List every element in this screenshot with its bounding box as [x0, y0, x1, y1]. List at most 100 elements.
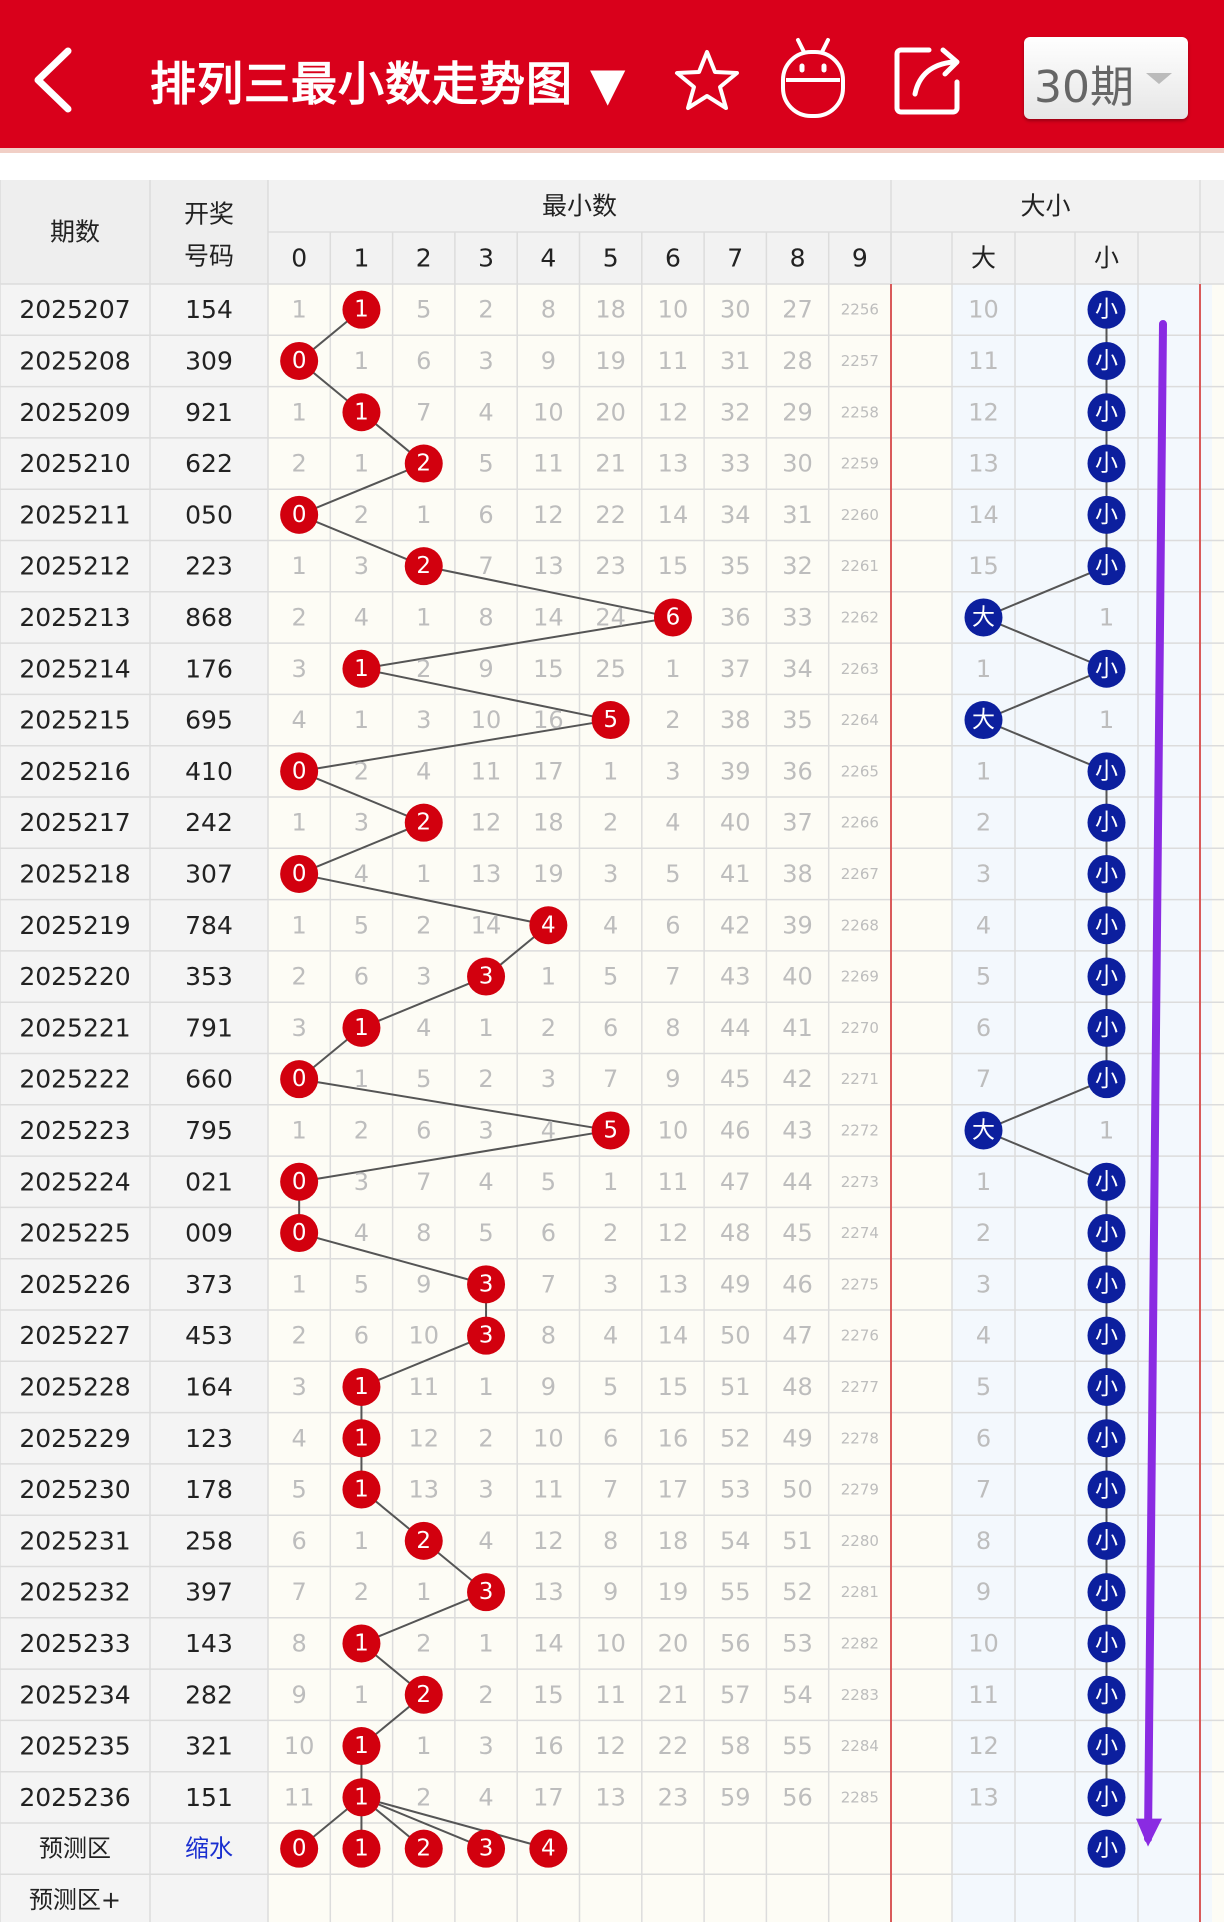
omission-cell: 2283	[841, 1686, 879, 1704]
omission-cell: 55	[782, 1732, 813, 1760]
omission-cell: 2269	[841, 968, 879, 986]
min-ball	[404, 444, 443, 483]
omission-cell: 2	[603, 809, 618, 837]
min-ball	[342, 1727, 381, 1766]
size-ball	[1087, 854, 1126, 893]
omission-cell: 7	[292, 1578, 307, 1606]
period-select[interactable]: 30期	[1024, 37, 1188, 119]
issue-cell: 2025208	[19, 346, 130, 375]
min-ball-label: 2	[416, 451, 431, 477]
size-columns-bg	[952, 284, 1212, 1922]
omission-cell: 36	[782, 757, 813, 785]
omission-cell: 28	[782, 347, 813, 375]
header-draw-line2: 号码	[184, 242, 234, 271]
omission-cell: 34	[782, 655, 813, 683]
size-omission-cell: 4	[976, 1322, 991, 1350]
omission-cell: 2260	[841, 506, 879, 524]
min-trend-segment	[298, 1129, 611, 1183]
omission-cell: 2265	[841, 762, 879, 780]
min-trend-segment	[298, 462, 425, 516]
omission-cell: 33	[782, 603, 813, 631]
omission-cell: 56	[720, 1629, 751, 1657]
draw-number-cell: 178	[185, 1475, 233, 1504]
size-omission-cell: 2	[976, 809, 991, 837]
size-ball-label: 小	[1095, 1015, 1118, 1041]
omission-cell: 5	[478, 450, 493, 478]
share-icon[interactable]	[893, 44, 965, 116]
draw-number-cell: 791	[185, 1013, 233, 1042]
omission-cell: 3	[478, 1476, 493, 1504]
min-ball-label: 0	[292, 1220, 307, 1246]
omission-cell: 47	[720, 1168, 751, 1196]
size-ball-label: 小	[1095, 297, 1118, 323]
omission-cell: 54	[720, 1527, 751, 1555]
prediction-ball-label: 3	[479, 1836, 494, 1862]
omission-cell: 8	[478, 603, 493, 631]
omission-cell: 44	[720, 1014, 751, 1042]
omission-cell: 1	[292, 296, 307, 324]
min-ball	[280, 854, 319, 893]
size-ball-label: 小	[1095, 758, 1118, 784]
min-ball	[280, 1060, 319, 1099]
min-ball-label: 1	[354, 656, 369, 682]
issue-cell: 2025227	[19, 1321, 130, 1350]
omission-cell: 53	[720, 1476, 751, 1504]
min-ball	[404, 1521, 443, 1560]
shrink-link[interactable]: 缩水	[185, 1835, 233, 1863]
omission-cell: 4	[292, 706, 307, 734]
omission-cell: 2	[354, 501, 369, 529]
omission-cell: 6	[478, 501, 493, 529]
draw-number-cell: 453	[185, 1321, 233, 1350]
omission-cell: 23	[658, 1783, 689, 1811]
header-digit-7: 7	[727, 244, 743, 273]
omission-cell: 42	[720, 911, 751, 939]
omission-cell: 2	[541, 1014, 556, 1042]
prediction-ball[interactable]	[280, 1829, 319, 1868]
size-trend-segment	[983, 1078, 1107, 1132]
issue-cell: 2025230	[19, 1475, 130, 1504]
header-digit-2: 2	[416, 244, 432, 273]
star-icon[interactable]	[673, 48, 741, 112]
omission-cell: 3	[416, 706, 431, 734]
header-digit-9: 9	[852, 244, 868, 273]
omission-cell: 23	[595, 552, 626, 580]
omission-cell: 15	[658, 552, 689, 580]
prediction-trend-segment	[361, 1796, 487, 1850]
omission-cell: 48	[782, 1373, 813, 1401]
header-size-2: 小	[1094, 244, 1119, 273]
omission-cell: 4	[603, 911, 618, 939]
page-title[interactable]: 排列三最小数走势图 ▼	[150, 57, 627, 111]
robot-icon[interactable]	[778, 36, 848, 120]
size-ball	[1087, 1675, 1126, 1714]
prediction-size-ball[interactable]	[1087, 1829, 1126, 1868]
omission-cell: 13	[595, 1783, 626, 1811]
omission-cell: 2282	[841, 1634, 879, 1652]
omission-cell: 43	[720, 963, 751, 991]
draw-number-cell: 410	[185, 757, 233, 786]
omission-cell: 2	[416, 1783, 431, 1811]
omission-cell: 9	[416, 1270, 431, 1298]
size-ball	[964, 598, 1003, 637]
omission-cell: 2259	[841, 455, 879, 473]
omission-cell: 10	[533, 1424, 564, 1452]
prediction-ball[interactable]	[404, 1829, 443, 1868]
omission-cell: 1	[416, 1578, 431, 1606]
issue-cell: 2025229	[19, 1424, 130, 1453]
omission-cell: 16	[533, 706, 564, 734]
min-ball	[342, 1624, 381, 1663]
prediction-ball[interactable]	[467, 1829, 506, 1868]
size-omission-cell: 5	[976, 1373, 991, 1401]
omission-cell: 30	[720, 296, 751, 324]
prediction-ball[interactable]	[529, 1829, 568, 1868]
omission-cell: 35	[782, 706, 813, 734]
min-ball-label: 3	[479, 1271, 494, 1297]
issue-cell: 2025222	[19, 1065, 130, 1094]
prediction-ball-label: 4	[541, 1836, 556, 1862]
omission-cell: 2	[292, 450, 307, 478]
back-icon[interactable]	[28, 45, 74, 115]
draw-number-cell: 154	[185, 295, 233, 324]
omission-cell: 22	[595, 501, 626, 529]
omission-cell: 5	[541, 1168, 556, 1196]
omission-cell: 1	[354, 347, 369, 375]
prediction-ball[interactable]	[342, 1829, 381, 1868]
